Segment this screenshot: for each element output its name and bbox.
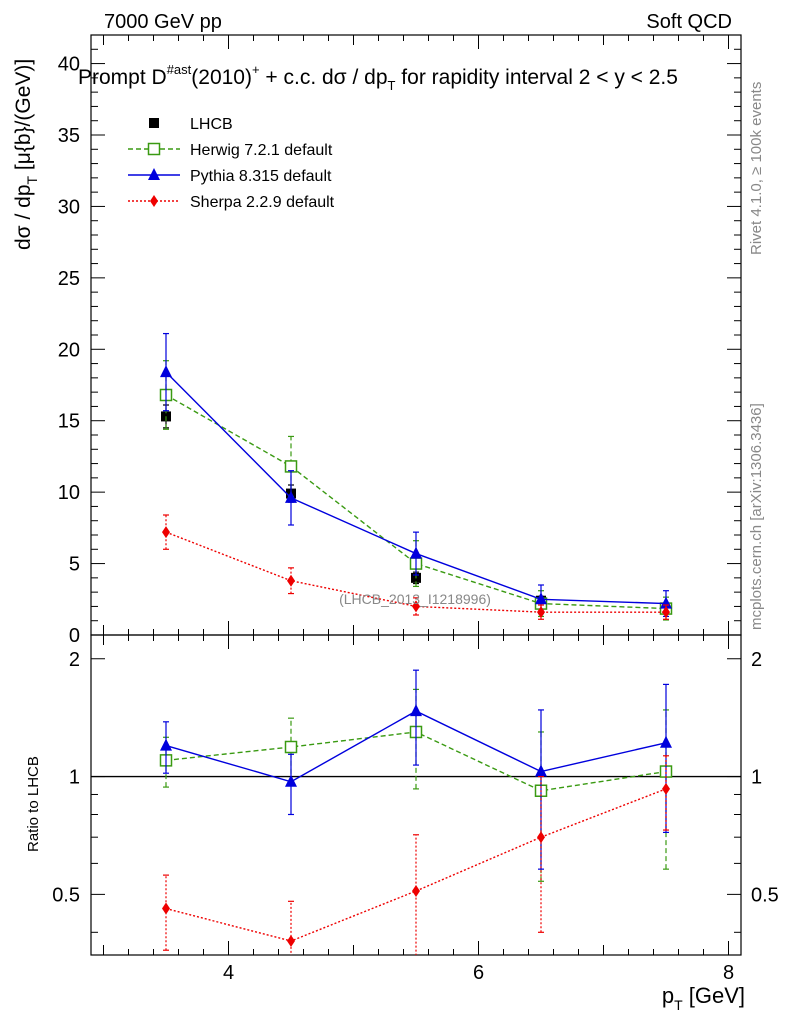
data-point (285, 490, 297, 503)
x-tick-label: 4 (223, 962, 234, 984)
title-rest: + c.c. dσ / dp (260, 66, 388, 89)
main-y-tick-label: 0 (69, 625, 80, 647)
y-axis-label-units: [μ{b}/(GeV)] (12, 59, 35, 176)
main-series-marks (159, 332, 673, 621)
header-right: Soft QCD (646, 11, 732, 33)
legend-label: LHCB (190, 116, 233, 133)
main-y-tick-label: 40 (58, 54, 80, 76)
x-axis-label-main: p (662, 983, 674, 1008)
header-left: 7000 GeV pp (104, 11, 222, 33)
side-text-rivet: Rivet 4.1.0, ≥ 100k events (748, 82, 765, 255)
legend-item-herwig-7-2-1-default: Herwig 7.2.1 default (128, 142, 333, 159)
ratio-series-marks (159, 669, 673, 955)
data-point (660, 735, 672, 748)
main-y-tick-label: 35 (58, 125, 80, 147)
data-point (662, 606, 670, 619)
legend-label: Pythia 8.315 default (190, 168, 332, 185)
y-axis-label: dσ / dpT [μ{b}/(GeV)] (12, 59, 40, 250)
y-axis-label-main: dσ / dp (12, 184, 35, 250)
ratio-y-tick-label-right: 0.5 (751, 884, 779, 906)
legend-label: Herwig 7.2.1 default (190, 142, 333, 159)
side-text-mcplots: mcplots.cern.ch [arXiv:1306.3436] (748, 403, 765, 630)
main-y-tick-label: 25 (58, 268, 80, 290)
legend-marker (147, 142, 161, 156)
x-axis-label-sub: T (674, 997, 683, 1013)
y-axis-label-sub: T (24, 175, 40, 184)
series-line (165, 394, 667, 610)
data-point (412, 600, 420, 613)
data-point (410, 704, 422, 717)
main-y-tick-label: 15 (58, 411, 80, 433)
ratio-y-tick-label: 2 (69, 649, 80, 671)
ratio-y-tick-label: 0.5 (52, 884, 80, 906)
legend-marker (150, 195, 158, 207)
data-point (285, 774, 297, 787)
legend-label: Sherpa 2.2.9 default (190, 194, 335, 211)
title-suffix: for rapidity interval 2 < y < 2.5 (395, 66, 677, 89)
x-axis-label-units: [GeV] (683, 983, 745, 1008)
main-axis-ticks: 0 5 10 15 20 25 30 35 40 (58, 34, 741, 647)
legend-item-lhcb: LHCB (149, 116, 233, 133)
data-point (162, 902, 170, 915)
ratio-y-tick-label: 1 (69, 767, 80, 789)
series-sherpa-2-2-9-default (162, 755, 670, 955)
data-point (537, 606, 545, 619)
series-line (165, 788, 667, 942)
legend-marker (148, 168, 160, 180)
data-point (284, 740, 298, 754)
title-sup2: + (252, 62, 260, 77)
ratio-y-tick-label-right: 2 (751, 649, 762, 671)
main-y-tick-label: 20 (58, 339, 80, 361)
main-y-tick-label: 10 (58, 482, 80, 504)
series-sherpa-2-2-9-default (162, 514, 670, 620)
legend-item-pythia-8-315-default: Pythia 8.315 default (128, 168, 332, 185)
data-point (535, 764, 547, 777)
main-y-tick-label: 5 (69, 554, 80, 576)
data-point (662, 782, 670, 795)
data-point (287, 574, 295, 587)
title-mid: (2010) (191, 66, 252, 89)
data-point (412, 885, 420, 898)
legend-item-sherpa-2-2-9-default: Sherpa 2.2.9 default (128, 194, 335, 211)
x-axis-label: pT [GeV] (662, 983, 745, 1013)
data-point (162, 526, 170, 539)
ratio-y-tick-label-right: 1 (751, 767, 762, 789)
data-point (410, 546, 422, 559)
main-y-tick-label: 30 (58, 196, 80, 218)
title-prefix: Prompt D (78, 66, 167, 89)
series-pythia-8-315-default (160, 332, 672, 618)
x-tick-label: 8 (723, 962, 734, 984)
data-point (160, 738, 172, 751)
data-point (287, 935, 295, 948)
data-point (160, 365, 172, 378)
analysis-id: (LHCB_2013_I1218996) (339, 591, 491, 607)
data-point (537, 831, 545, 844)
x-tick-label: 6 (473, 962, 484, 984)
data-point (535, 592, 547, 605)
title-sub: T (388, 78, 396, 93)
legend: LHCB Herwig 7.2.1 default Pythia 8.315 def… (128, 116, 335, 211)
title-sup1: #ast (167, 62, 192, 77)
plot-title: Prompt D#ast(2010)+ + c.c. dσ / dpT for … (78, 62, 678, 93)
legend-marker (149, 118, 159, 128)
ratio-axis-label: Ratio to LHCB (25, 756, 42, 852)
